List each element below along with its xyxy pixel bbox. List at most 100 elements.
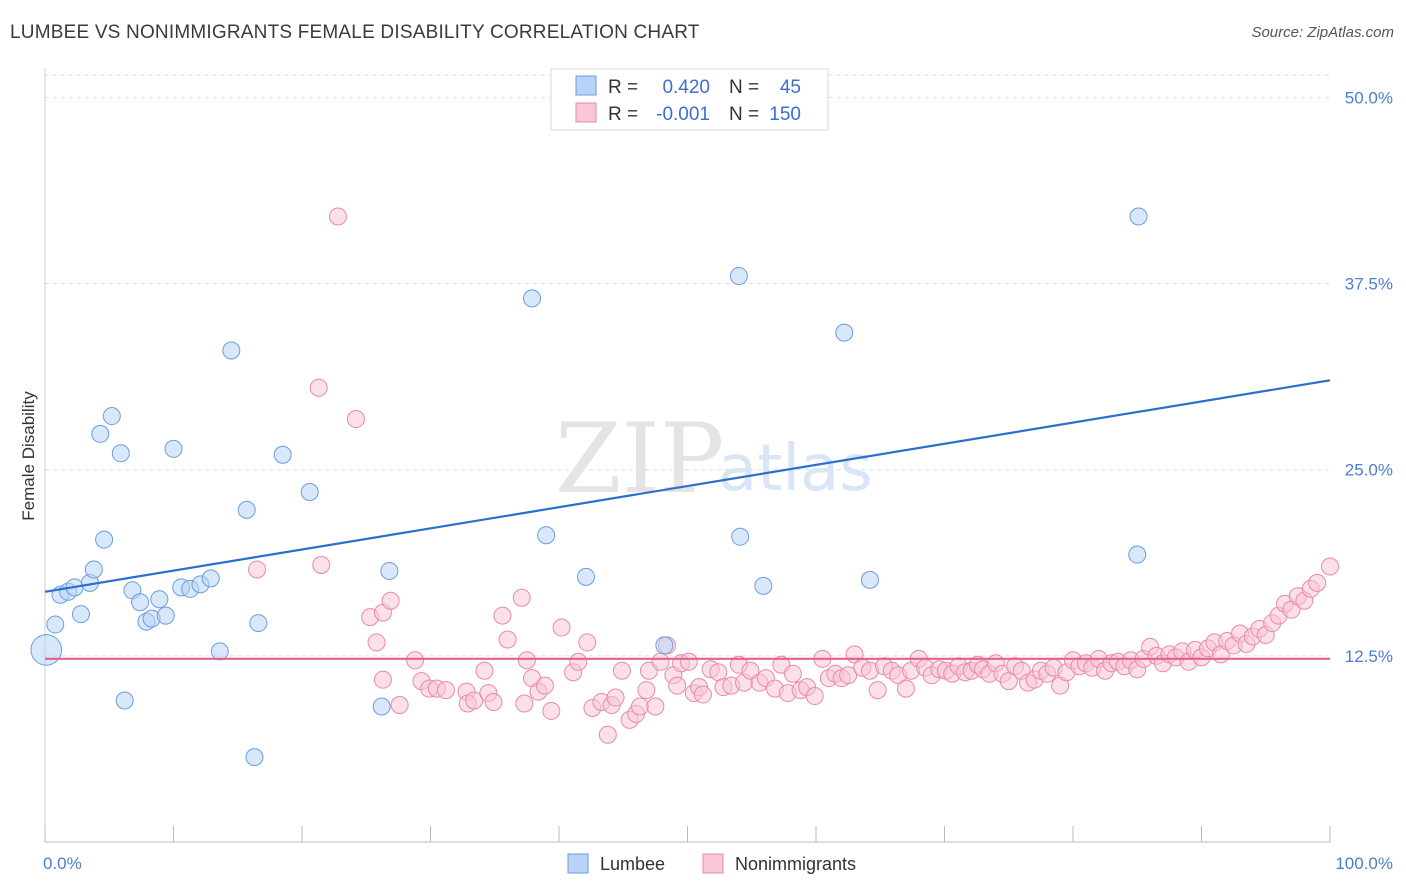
trend-lines [44,379,1331,660]
legend: R = 0.420 N = 45 R = -0.001 N = 150 [550,68,829,131]
nonimmigrants-point-34 [578,633,597,652]
nonimmigrants-point-22 [493,606,512,625]
lumbee-point-23 [201,569,220,588]
lumbee-point-40 [835,323,854,342]
lumbee-point-0 [30,634,63,666]
lumbee-point-18 [156,606,175,625]
legend-n-value-nonimmigrants: 150 [769,104,801,125]
legend-r-value-nonimmigrants: -0.001 [656,104,710,125]
lumbee-trend-line [44,379,1331,593]
nonimmigrants-point-24 [512,588,531,607]
chart-title: LUMBEE VS NONIMMIGRANTS FEMALE DISABILIT… [10,22,700,43]
lumbee-point-36 [655,636,674,655]
watermark: ZIP atlas [555,403,873,515]
nonimmigrants-point-23 [498,630,517,649]
nonimmigrants-point-7 [381,591,400,610]
lumbee-point-43 [1129,207,1148,226]
nonimmigrants-point-2 [346,410,365,429]
legend-swatch-nonimmigrants [575,102,597,123]
nonimmigrants-point-4 [312,555,331,574]
lumbee-point-8 [91,424,110,443]
y-tick-label-3: 50.0% [1345,88,1393,107]
lumbee-point-39 [754,576,773,595]
lumbee-point-29 [273,445,292,464]
nonimmigrants-point-40 [612,661,631,680]
nonimmigrants-point-71 [805,687,824,706]
bottom-legend: Lumbee Nonimmigrants [567,853,856,874]
nonimmigrants-point-148 [1308,573,1327,592]
lumbee-point-14 [131,593,150,612]
nonimmigrants-point-50 [668,676,687,695]
nonimmigrants-point-84 [896,679,915,698]
nonimmigrants-point-10 [390,695,409,714]
nonimmigrants-point-26 [517,651,536,670]
y-tick-label-0: 12.5% [1345,647,1393,666]
lumbee-point-28 [249,614,268,633]
lumbee-point-26 [237,500,256,519]
lumbee-point-33 [523,289,542,308]
nonimmigrants-point-100 [999,672,1018,691]
lumbee-point-7 [84,560,103,579]
nonimmigrants-point-11 [406,651,425,670]
nonimmigrants-point-80 [868,681,887,700]
legend-box [550,68,829,131]
nonimmigrants-point-31 [552,618,571,637]
legend-n-value-lumbee: 45 [780,77,801,98]
nonimmigrants-point-37 [598,725,617,744]
nonimmigrants-point-149 [1321,557,1339,576]
nonimmigrants-point-30 [542,701,561,720]
lumbee-point-5 [71,605,90,624]
lumbee-point-19 [164,439,183,458]
nonimmigrants-point-47 [651,652,670,671]
lumbee-point-17 [150,590,169,609]
nonimmigrants-point-18 [465,691,484,710]
bottom-legend-label-lumbee: Lumbee [600,854,665,874]
nonimmigrants-point-19 [475,661,494,680]
lumbee-point-9 [95,530,114,549]
nonimmigrants-point-55 [693,685,712,704]
legend-r-value-lumbee: 0.420 [662,77,710,98]
lumbee-point-25 [222,341,241,360]
nonimmigrants-point-3 [248,560,267,579]
nonimmigrants-point-39 [606,688,625,707]
x-tick-label-0: 0.0% [43,854,82,873]
lumbee-point-27 [245,748,264,767]
legend-n-label-nonimmigrants: N = [729,104,759,125]
nonimmigrants-point-52 [679,652,698,671]
nonimmigrants-point-68 [783,664,802,683]
lumbee-point-38 [731,527,750,546]
lumbee-point-30 [300,483,319,502]
lumbee-point-34 [537,526,556,545]
nonimmigrants-point-1 [309,378,328,397]
lumbee-point-1 [46,615,65,634]
nonimmigrants-point-43 [630,697,649,716]
y-tick-label-1: 25.0% [1345,461,1393,480]
y-tick-label-2: 37.5% [1345,275,1393,294]
watermark-zip: ZIP [555,403,724,515]
nonimmigrants-point-9 [373,670,392,689]
lumbee-point-37 [729,267,748,286]
tick-labels: 12.5% 25.0% 37.5% 50.0% 0.0% 100.0% [43,88,1393,873]
grid-layer [45,74,1330,657]
legend-r-label-nonimmigrants: R = [608,104,638,125]
nonimmigrants-point-62 [741,661,760,680]
lumbee-point-42 [1128,545,1147,564]
lumbee-point-11 [111,444,130,463]
lumbee-points [30,207,1148,767]
y-axis-label: Female Disability [19,391,38,521]
nonimmigrants-point-76 [839,666,858,685]
axis-layer [44,68,1331,843]
nonimmigrants-point-33 [569,652,588,671]
nonimmigrants-point-8 [367,633,386,652]
legend-n-label-lumbee: N = [729,77,759,98]
nonimmigrants-point-44 [637,681,656,700]
nonimmigrants-point-46 [646,697,665,716]
bottom-legend-swatch-nonimmigrants [702,853,724,874]
source-label: Source: ZipAtlas.com [1251,24,1394,41]
lumbee-point-41 [860,570,879,589]
bottom-legend-swatch-lumbee [567,853,589,874]
lumbee-point-32 [380,561,399,580]
lumbee-point-24 [210,642,229,661]
legend-swatch-lumbee [575,75,597,96]
